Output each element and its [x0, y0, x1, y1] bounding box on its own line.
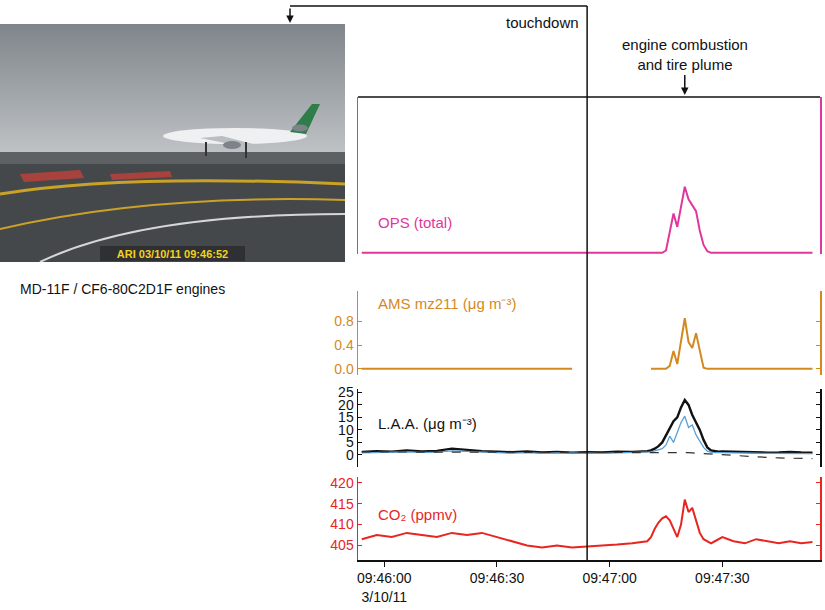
html-text:MD-11F / CF6-80C2D1F engines: MD-11F / CF6-80C2D1F engines [20, 281, 226, 297]
svg-text:0.0: 0.0 [334, 361, 354, 377]
svg-text:10: 10 [338, 422, 354, 438]
svg-text:415: 415 [330, 496, 354, 512]
svg-text:20: 20 [338, 397, 354, 413]
svg-text:405: 405 [330, 537, 354, 553]
svg-text:OPS (total): OPS (total) [378, 214, 452, 231]
svg-text:ARI 03/10/11 09:46:52: ARI 03/10/11 09:46:52 [117, 248, 228, 260]
svg-text:410: 410 [330, 516, 354, 532]
svg-text:420: 420 [330, 475, 354, 491]
svg-text:engine combustionand tire plum: engine combustionand tire plume [622, 36, 748, 73]
svg-text:0.8: 0.8 [334, 313, 354, 329]
svg-text:AMS mz211 (μg m⁻³): AMS mz211 (μg m⁻³) [378, 295, 516, 312]
svg-text:09:47:00: 09:47:00 [582, 570, 637, 586]
svg-text:09:46:30: 09:46:30 [470, 570, 525, 586]
svg-text:0: 0 [346, 447, 354, 463]
svg-text:09:46:003/10/11: 09:46:003/10/11 [357, 570, 412, 604]
svg-text:CO₂ (ppmv): CO₂ (ppmv) [378, 506, 457, 523]
svg-text:0.4: 0.4 [334, 337, 354, 353]
svg-text:25: 25 [338, 384, 354, 400]
svg-text:15: 15 [338, 409, 354, 425]
svg-text:L.A.A. (μg m⁻³): L.A.A. (μg m⁻³) [378, 415, 477, 432]
svg-text:09:47:30: 09:47:30 [695, 570, 750, 586]
svg-text:5: 5 [346, 434, 354, 450]
svg-text:touchdown: touchdown [506, 14, 579, 31]
